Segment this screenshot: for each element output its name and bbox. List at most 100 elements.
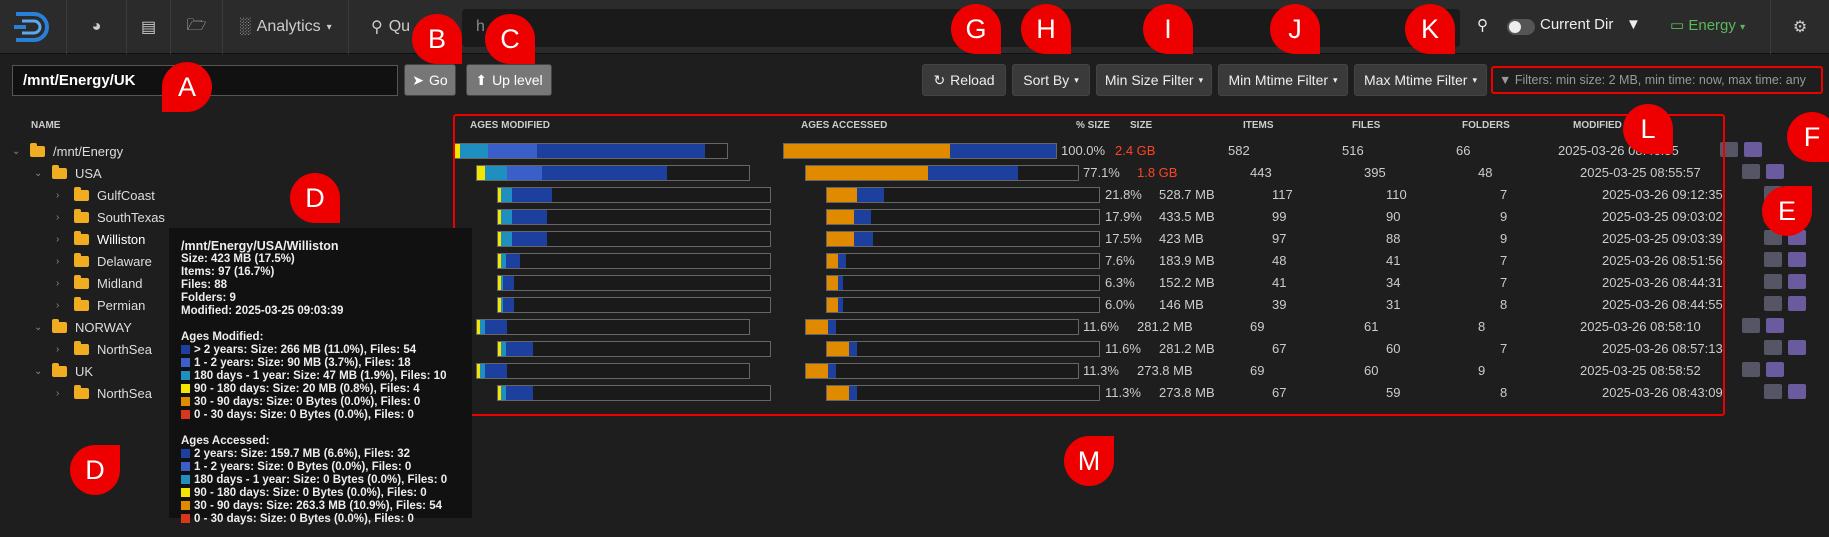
bar-segment [498, 188, 501, 202]
bar-segment [485, 166, 507, 180]
bar-segment [498, 276, 501, 290]
copy-icon[interactable] [1766, 318, 1784, 333]
files-cell: 59 [1386, 385, 1401, 400]
min-mtime-filter-button[interactable]: Min Mtime Filter ▾ [1218, 64, 1348, 96]
tooltip-age-line: 90 - 180 days: Size: 0 Bytes (0.0%), Fil… [181, 487, 460, 500]
files-cell: 31 [1386, 297, 1401, 312]
index-selector[interactable]: ▭ Energy ▾ [1670, 16, 1745, 34]
ages-modified-bar [497, 275, 771, 291]
caret-icon[interactable]: › [56, 343, 60, 355]
storage-icon[interactable]: ▤ [126, 0, 170, 54]
ages-modified-bar [497, 385, 771, 401]
search-icon[interactable] [1742, 362, 1760, 377]
chart-icon: ░ [239, 18, 251, 35]
copy-icon[interactable] [1766, 164, 1784, 179]
caret-icon[interactable]: › [56, 233, 60, 245]
dashboard-icon[interactable]: ◕ [66, 0, 126, 54]
ages-accessed-bar [826, 231, 1100, 247]
pct-size-cell: 17.5% [1105, 231, 1142, 246]
folder-icon [74, 340, 89, 355]
table-row[interactable]: 7.6% 183.9 MB 48 41 7 2025-03-26 08:51:56 [0, 250, 1829, 272]
search-icon[interactable] [1764, 340, 1782, 355]
caret-icon[interactable]: › [56, 387, 60, 399]
ages-modified-bar [497, 231, 771, 247]
min-size-filter-button[interactable]: Min Size Filter ▾ [1096, 64, 1212, 96]
annotation-marker: D [70, 445, 120, 495]
reload-button[interactable]: ↻ Reload [922, 64, 1006, 96]
search-icon[interactable]: ⚲ [1477, 17, 1488, 34]
items-cell: 117 [1272, 187, 1293, 202]
header-modified: MODIFIED [1573, 120, 1622, 131]
caret-icon[interactable]: ⌄ [34, 365, 43, 377]
tree-item[interactable]: › Permian [56, 294, 145, 316]
items-cell: 69 [1250, 319, 1265, 334]
table-row[interactable]: 6.3% 152.2 MB 41 34 7 2025-03-26 08:44:31 [0, 272, 1829, 294]
folders-cell: 9 [1478, 363, 1486, 378]
tree-item[interactable]: › SouthTexas [56, 206, 165, 228]
app-logo-icon[interactable] [12, 8, 56, 46]
ages-modified-bar [476, 363, 750, 379]
items-cell: 69 [1250, 363, 1265, 378]
analytics-menu[interactable]: ░ Analytics ▾ [222, 0, 348, 54]
folders-cell: 7 [1500, 187, 1508, 202]
tree-item[interactable]: › Williston [56, 228, 145, 250]
copy-icon[interactable] [1788, 296, 1806, 311]
copy-icon[interactable] [1788, 274, 1806, 289]
caret-icon[interactable]: ⌄ [34, 321, 43, 333]
ages-modified-bar [497, 187, 771, 203]
caret-icon[interactable]: › [56, 277, 60, 289]
copy-icon[interactable] [1744, 142, 1762, 157]
caret-icon[interactable]: › [56, 255, 60, 267]
table-row[interactable]: 11.6% 281.2 MB 67 60 7 2025-03-26 08:57:13 [0, 338, 1829, 360]
gear-icon[interactable]: ⚙ [1770, 0, 1829, 54]
current-dir-toggle[interactable] [1507, 19, 1535, 35]
sort-by-button[interactable]: Sort By ▾ [1012, 64, 1090, 96]
table-row[interactable]: 77.1% 1.8 GB 443 395 48 2025-03-25 08:55:57 [0, 162, 1829, 184]
caret-icon[interactable]: ⌄ [34, 167, 43, 179]
search-icon[interactable] [1764, 252, 1782, 267]
caret-icon[interactable]: › [56, 211, 60, 223]
folders-cell: 7 [1500, 275, 1508, 290]
caret-icon[interactable]: ⌄ [12, 145, 21, 157]
search-scope[interactable]: ⚲ Qu [348, 0, 462, 54]
table-row[interactable]: 21.8% 528.7 MB 117 110 7 2025-03-26 09:12:35 [0, 184, 1829, 206]
bar-segment [500, 188, 512, 202]
tree-item[interactable]: ⌄ NORWAY [34, 316, 132, 338]
files-cell: 516 [1342, 143, 1364, 158]
copy-icon[interactable] [1788, 252, 1806, 267]
go-button[interactable]: ➤ Go [404, 64, 456, 96]
tree-item[interactable]: ⌄ UK [34, 360, 93, 382]
caret-icon[interactable]: › [56, 299, 60, 311]
tooltip-age-line: 1 - 2 years: Size: 0 Bytes (0.0%), Files… [181, 461, 460, 474]
table-row[interactable]: 11.3% 273.8 MB 69 60 9 2025-03-25 08:58:52 [0, 360, 1829, 382]
table-row[interactable]: 11.3% 273.8 MB 67 59 8 2025-03-26 08:43:09 [0, 382, 1829, 404]
tree-item[interactable]: › Midland [56, 272, 143, 294]
table-row[interactable]: 11.6% 281.2 MB 69 61 8 2025-03-26 08:58:10 [0, 316, 1829, 338]
size-cell: 2.4 GB [1115, 143, 1156, 158]
tree-item[interactable]: › NorthSea [56, 338, 152, 360]
search-icon[interactable] [1764, 384, 1782, 399]
tree-item[interactable]: ⌄ USA [34, 162, 102, 184]
search-icon[interactable] [1742, 164, 1760, 179]
search-icon[interactable] [1764, 296, 1782, 311]
pct-size-cell: 6.0% [1105, 297, 1135, 312]
items-cell: 41 [1272, 275, 1287, 290]
table-row[interactable]: 6.0% 146 MB 39 31 8 2025-03-26 08:44:55 [0, 294, 1829, 316]
caret-icon[interactable]: › [56, 189, 60, 201]
search-icon[interactable] [1764, 274, 1782, 289]
bar-segment [500, 386, 507, 400]
search-icon[interactable] [1742, 318, 1760, 333]
copy-icon[interactable] [1766, 362, 1784, 377]
folder-icon[interactable]: 🗁 [170, 0, 222, 54]
copy-icon[interactable] [1788, 384, 1806, 399]
tree-item[interactable]: › NorthSea [56, 382, 152, 404]
tree-item[interactable]: ⌄ /mnt/Energy [12, 140, 123, 162]
up-level-button[interactable]: ⬆ Up level [466, 64, 552, 96]
filter-icon[interactable]: ▼ [1626, 16, 1641, 33]
bar-segment [506, 254, 520, 268]
max-mtime-filter-button[interactable]: Max Mtime Filter ▾ [1354, 64, 1487, 96]
bar-segment [500, 342, 507, 356]
tree-item[interactable]: › GulfCoast [56, 184, 155, 206]
copy-icon[interactable] [1788, 340, 1806, 355]
tree-item[interactable]: › Delaware [56, 250, 152, 272]
